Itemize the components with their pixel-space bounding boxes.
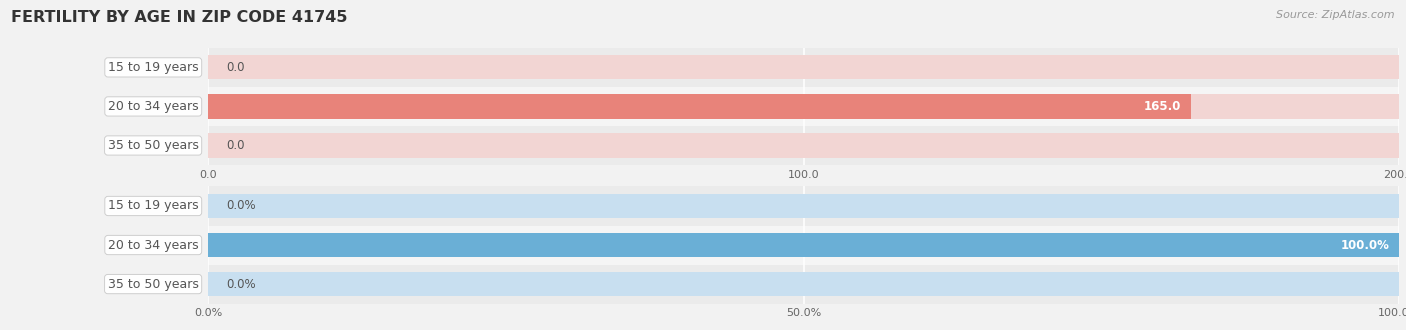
Bar xyxy=(208,126,1399,165)
Text: 100.0%: 100.0% xyxy=(1340,239,1389,251)
Text: 20 to 34 years: 20 to 34 years xyxy=(108,239,198,251)
Bar xyxy=(208,233,1399,257)
Bar xyxy=(208,87,1399,126)
Bar xyxy=(208,94,1191,118)
Text: 0.0: 0.0 xyxy=(226,61,245,74)
Bar xyxy=(208,272,1399,296)
Bar xyxy=(208,186,1399,225)
Bar xyxy=(208,225,1399,265)
Bar xyxy=(208,233,1399,257)
Bar xyxy=(208,55,1399,80)
Text: 0.0: 0.0 xyxy=(226,139,245,152)
Text: Source: ZipAtlas.com: Source: ZipAtlas.com xyxy=(1277,10,1395,20)
Bar xyxy=(208,48,1399,87)
Text: 35 to 50 years: 35 to 50 years xyxy=(108,139,198,152)
Bar xyxy=(208,133,1399,158)
Text: FERTILITY BY AGE IN ZIP CODE 41745: FERTILITY BY AGE IN ZIP CODE 41745 xyxy=(11,10,347,25)
Bar xyxy=(208,194,1399,218)
Text: 15 to 19 years: 15 to 19 years xyxy=(108,61,198,74)
Text: 20 to 34 years: 20 to 34 years xyxy=(108,100,198,113)
Text: 35 to 50 years: 35 to 50 years xyxy=(108,278,198,291)
Bar xyxy=(208,265,1399,304)
Text: 0.0%: 0.0% xyxy=(226,199,256,213)
Bar xyxy=(208,94,1399,118)
Text: 165.0: 165.0 xyxy=(1143,100,1181,113)
Text: 15 to 19 years: 15 to 19 years xyxy=(108,199,198,213)
Text: 0.0%: 0.0% xyxy=(226,278,256,291)
